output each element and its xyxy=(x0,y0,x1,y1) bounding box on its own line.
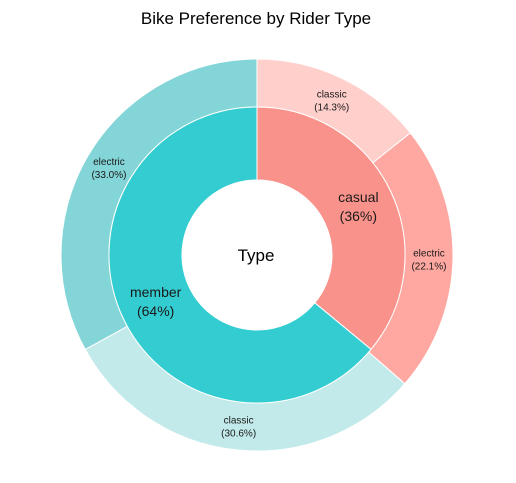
inner-labels: casual (36%) member (64%) xyxy=(130,189,379,319)
chart-title: Bike Preference by Rider Type xyxy=(141,9,371,28)
inner-label-casual: casual (36%) xyxy=(338,189,378,224)
outer-label-member-classic: classic (30.6%) xyxy=(221,416,256,440)
center-hole xyxy=(182,180,332,330)
outer-ring xyxy=(60,58,454,452)
center-label: Type xyxy=(238,246,275,265)
outer-labels: classic (14.3%) electric (22.1%) classic (30.… xyxy=(91,90,446,440)
inner-label-member: member (64%) xyxy=(130,284,182,319)
outer-label-casual-classic: classic (14.3%) xyxy=(314,90,349,114)
outer-label-casual-electric: electric (22.1%) xyxy=(411,248,446,272)
outer-label-member-electric: electric (33.0%) xyxy=(91,157,126,181)
